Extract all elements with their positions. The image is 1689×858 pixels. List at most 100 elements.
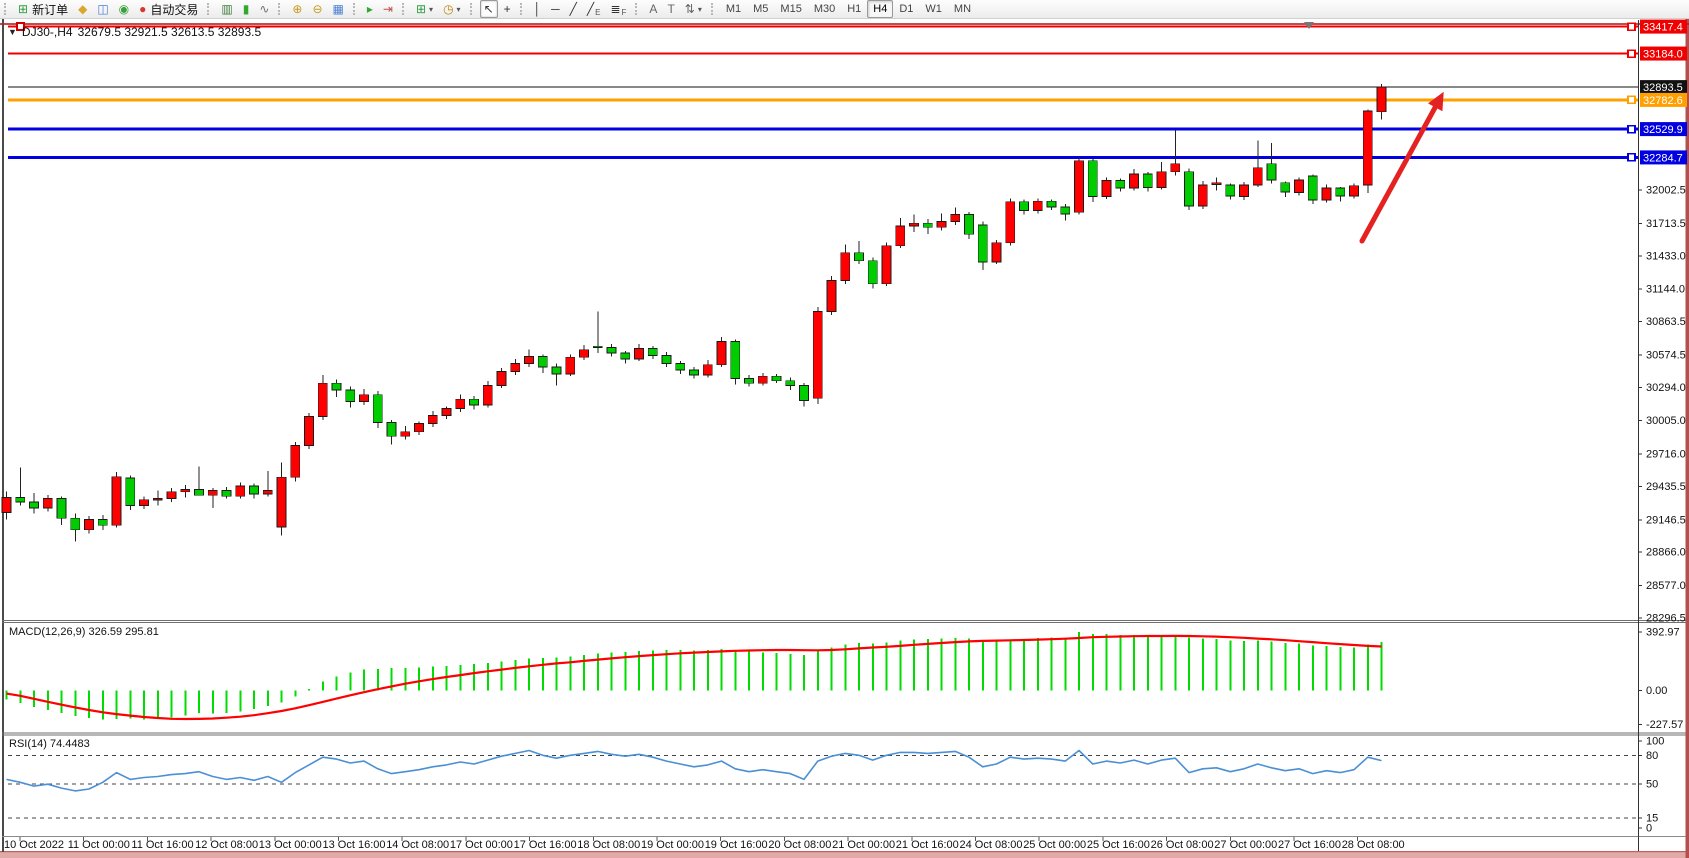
- chart-shift-button[interactable]: ⇥: [379, 0, 397, 18]
- time-tick-label: 19 Oct 16:00: [705, 839, 768, 851]
- indicators-icon: ⊞: [415, 2, 427, 16]
- pane-separators[interactable]: [2, 620, 1686, 837]
- candle: [785, 380, 796, 386]
- trendline-button[interactable]: ╱: [566, 0, 581, 18]
- zoom-in-button[interactable]: ⊕: [288, 0, 306, 18]
- new-chart-button[interactable]: ◆: [74, 0, 91, 18]
- timeframe-mn[interactable]: MN: [953, 3, 972, 15]
- resistance-line-2-handle[interactable]: [1627, 49, 1636, 58]
- orange-level-line-handle[interactable]: [1627, 95, 1636, 105]
- timeframe-w1[interactable]: W1: [925, 3, 942, 15]
- resistance-line-2-price-tag: [1640, 46, 1687, 61]
- news-button[interactable]: ◉: [115, 0, 133, 18]
- zoom-in-icon: ⊕: [292, 2, 303, 16]
- horizontal-line-button[interactable]: ─: [547, 0, 564, 18]
- time-tick-label: 17 Oct 16:00: [514, 839, 577, 851]
- timeframe-d1[interactable]: D1: [899, 3, 914, 15]
- candle: [854, 252, 864, 262]
- rsi-indicator-label: RSI(14) 74.4483: [9, 738, 90, 750]
- candle: [1005, 201, 1016, 244]
- candle: [304, 416, 314, 446]
- vertical-line-button[interactable]: │: [530, 0, 546, 18]
- candle: [716, 341, 727, 366]
- time-tick-label: 18 Oct 08:00: [577, 839, 640, 851]
- candle: [1307, 175, 1318, 201]
- support-line-1-handle[interactable]: [1627, 124, 1636, 134]
- autotrading-button[interactable]: ● 自动交易: [135, 0, 202, 18]
- candle: [1142, 173, 1153, 188]
- candle: [441, 408, 452, 416]
- collapse-ohlc-icon[interactable]: ▼: [8, 27, 17, 37]
- rsi-line: [6, 749, 1382, 792]
- time-axis[interactable]: 10 Oct 2022 11 Oct 00:00 11 Oct 16:00 12 Oc…: [4, 837, 1405, 851]
- candle: [482, 385, 493, 406]
- price-tick-label: 15: [1646, 812, 1658, 824]
- cursor-button[interactable]: ↖: [479, 0, 498, 18]
- profiles-button[interactable]: ◫: [93, 0, 112, 18]
- time-tick-label: 19 Oct 00:00: [641, 839, 704, 851]
- chart-title: ▼ DJ30-,H4 32679.5 32921.5 32613.5 32893…: [8, 25, 261, 39]
- price-axis[interactable]: 32002.5 31713.5 31433.0 31144.0 30863.5 30574…: [1638, 20, 1686, 851]
- chart-shift-marker[interactable]: [1304, 22, 1314, 29]
- bar-chart-icon: ▥: [221, 2, 233, 16]
- channel-button[interactable]: ╱ E: [583, 0, 605, 18]
- periods-button[interactable]: ◷ ▾: [439, 0, 465, 18]
- candle: [152, 498, 163, 501]
- candle: [414, 423, 424, 433]
- candle: [922, 222, 933, 228]
- price-tick-label: 30863.5: [1646, 316, 1686, 328]
- candle: [29, 501, 39, 509]
- time-tick-label: 27 Oct 16:00: [1278, 839, 1341, 851]
- tile-windows-button[interactable]: ▦: [329, 0, 348, 18]
- zoom-out-button[interactable]: ⊖: [308, 0, 326, 18]
- time-tick-label: 21 Oct 00:00: [832, 839, 895, 851]
- candle: [1197, 184, 1208, 207]
- price-tag-text: 32284.7: [1643, 152, 1683, 164]
- timeframe-m30[interactable]: M30: [813, 3, 836, 15]
- channel-icon-sub: E: [595, 8, 601, 17]
- price-tag-text: 33417.4: [1643, 22, 1683, 34]
- candle: [15, 497, 26, 503]
- bar-chart-button[interactable]: ▥: [217, 0, 236, 18]
- price-tick-label: 30005.0: [1646, 415, 1686, 427]
- candle: [455, 398, 466, 409]
- timeframe-h1[interactable]: H1: [847, 3, 862, 15]
- candle: [345, 389, 356, 403]
- candle: [840, 252, 851, 281]
- candle: [881, 245, 892, 285]
- candlestick-chart-button[interactable]: ▮: [239, 0, 254, 18]
- chart-canvas[interactable]: 32002.5 31713.5 31433.0 31144.0 30863.5 30574…: [0, 18, 1689, 858]
- line-chart-button[interactable]: ∿: [255, 0, 273, 18]
- arrows-button[interactable]: ⇅ ▾: [681, 0, 706, 18]
- horizontal-lines-layer[interactable]: [8, 22, 1638, 162]
- time-tick-label: 10 Oct 2022: [4, 839, 64, 851]
- candle: [1211, 182, 1222, 185]
- text-label-icon: T: [667, 2, 675, 16]
- fibonacci-button[interactable]: ≣ F: [606, 0, 630, 18]
- candle: [647, 348, 658, 356]
- price-tick-label: 30574.5: [1646, 349, 1686, 361]
- crosshair-button[interactable]: +: [500, 0, 515, 18]
- timeframe-h4[interactable]: H4: [867, 0, 894, 18]
- timeframe-m1[interactable]: M1: [725, 3, 742, 15]
- trend-arrow-annotation[interactable]: [1359, 91, 1444, 244]
- candle: [194, 489, 204, 496]
- indicators-button[interactable]: ⊞ ▾: [412, 0, 437, 18]
- time-tick-label: 11 Oct 00:00: [68, 839, 130, 851]
- resistance-line-1-handle[interactable]: [1627, 22, 1636, 31]
- text-label-button[interactable]: T: [663, 0, 678, 18]
- candle: [1335, 187, 1346, 197]
- autoscroll-button[interactable]: ▸: [363, 0, 377, 18]
- timeframe-m5[interactable]: M5: [753, 3, 769, 15]
- price-tick-label: 100: [1646, 736, 1664, 748]
- support-line-2-handle[interactable]: [1627, 153, 1636, 162]
- scroll-group-gripper: [352, 3, 359, 15]
- text-button[interactable]: A: [645, 0, 661, 18]
- hline-left-handle[interactable]: [16, 22, 25, 32]
- candle: [1266, 163, 1277, 181]
- timeframe-m15[interactable]: M15: [780, 3, 802, 15]
- new-order-button[interactable]: ⊞ 新订单: [14, 0, 72, 18]
- candle: [620, 352, 631, 360]
- window-borders: [0, 18, 1689, 858]
